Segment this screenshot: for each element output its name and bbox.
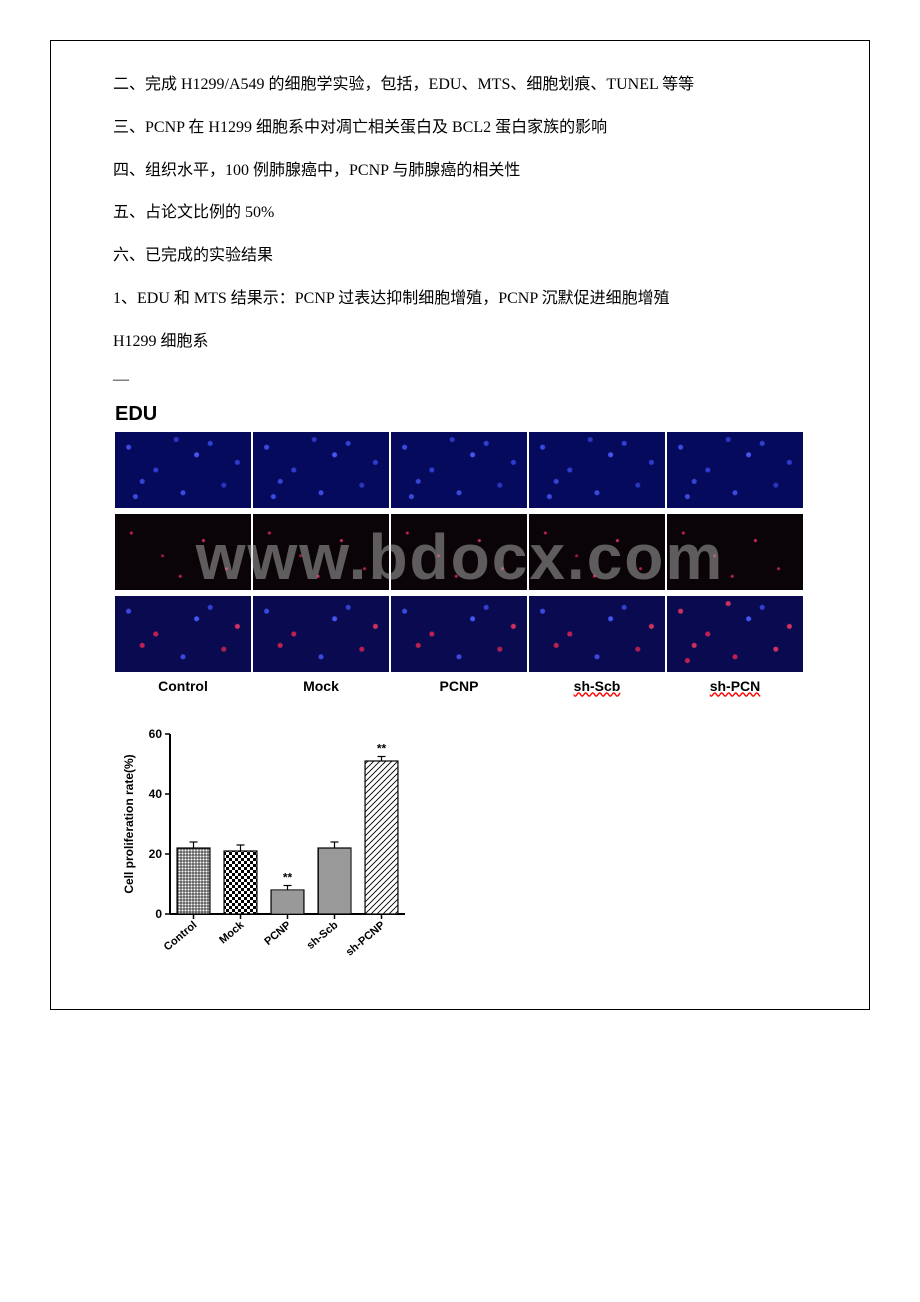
column-label: PCNP — [391, 678, 527, 694]
svg-text:60: 60 — [149, 727, 163, 741]
column-label: sh-PCN — [667, 678, 803, 694]
microscopy-cell — [253, 596, 389, 672]
microscopy-cell — [529, 432, 665, 508]
svg-text:20: 20 — [149, 847, 163, 861]
microscopy-cell — [529, 514, 665, 590]
svg-text:Control: Control — [162, 919, 200, 953]
column-label: Control — [115, 678, 251, 694]
edu-heading: EDU — [115, 403, 839, 426]
barchart-container: 0 20 40 60 Cell proliferation rate(%) Control… — [115, 714, 839, 979]
column-label: sh-Scb — [529, 678, 665, 694]
svg-text:0: 0 — [155, 907, 162, 921]
microscopy-column-labels: ControlMockPCNPsh-Scbsh-PCN — [115, 678, 805, 694]
microscopy-cell — [253, 514, 389, 590]
microscopy-cell — [391, 514, 527, 590]
microscopy-cell — [667, 596, 803, 672]
dash-line: — — [113, 371, 839, 389]
microscopy-cell — [391, 596, 527, 672]
microscopy-cell — [667, 432, 803, 508]
svg-text:40: 40 — [149, 787, 163, 801]
paragraph-cellline: H1299 细胞系 — [81, 328, 839, 357]
microscopy-cell — [253, 432, 389, 508]
microscopy-cell — [115, 596, 251, 672]
svg-text:PCNP: PCNP — [262, 919, 293, 948]
microscopy-grid — [115, 432, 805, 672]
svg-text:sh-Scb: sh-Scb — [305, 919, 341, 952]
paragraph-6: 六、已完成的实验结果 — [81, 242, 839, 271]
microscopy-cell — [667, 514, 803, 590]
microscopy-cell — [391, 432, 527, 508]
paragraph-4: 四、组织水平，100 例肺腺癌中，PCNP 与肺腺癌的相关性 — [81, 157, 839, 186]
microscopy-row — [115, 596, 805, 672]
microscopy-cell — [115, 514, 251, 590]
svg-text:Cell proliferation rate(%): Cell proliferation rate(%) — [122, 754, 136, 893]
svg-text:Mock: Mock — [217, 918, 247, 946]
svg-text:**: ** — [377, 741, 387, 755]
barchart-svg: 0 20 40 60 Cell proliferation rate(%) Control… — [115, 714, 415, 974]
column-label: Mock — [253, 678, 389, 694]
microscopy-row — [115, 432, 805, 508]
paragraph-result-1: 1、EDU 和 MTS 结果示：PCNP 过表达抑制细胞增殖，PCNP 沉默促进… — [81, 285, 839, 314]
microscopy-row — [115, 514, 805, 590]
paragraph-5: 五、占论文比例的 50% — [81, 199, 839, 228]
microscopy-cell — [529, 596, 665, 672]
svg-text:sh-PCNP: sh-PCNP — [344, 919, 388, 958]
svg-text:**: ** — [283, 870, 293, 884]
microscopy-cell — [115, 432, 251, 508]
paragraph-3: 三、PCNP 在 H1299 细胞系中对凋亡相关蛋白及 BCL2 蛋白家族的影响 — [81, 114, 839, 143]
paragraph-2: 二、完成 H1299/A549 的细胞学实验，包括，EDU、MTS、细胞划痕、T… — [81, 71, 839, 100]
document-frame: 二、完成 H1299/A549 的细胞学实验，包括，EDU、MTS、细胞划痕、T… — [50, 40, 870, 1010]
